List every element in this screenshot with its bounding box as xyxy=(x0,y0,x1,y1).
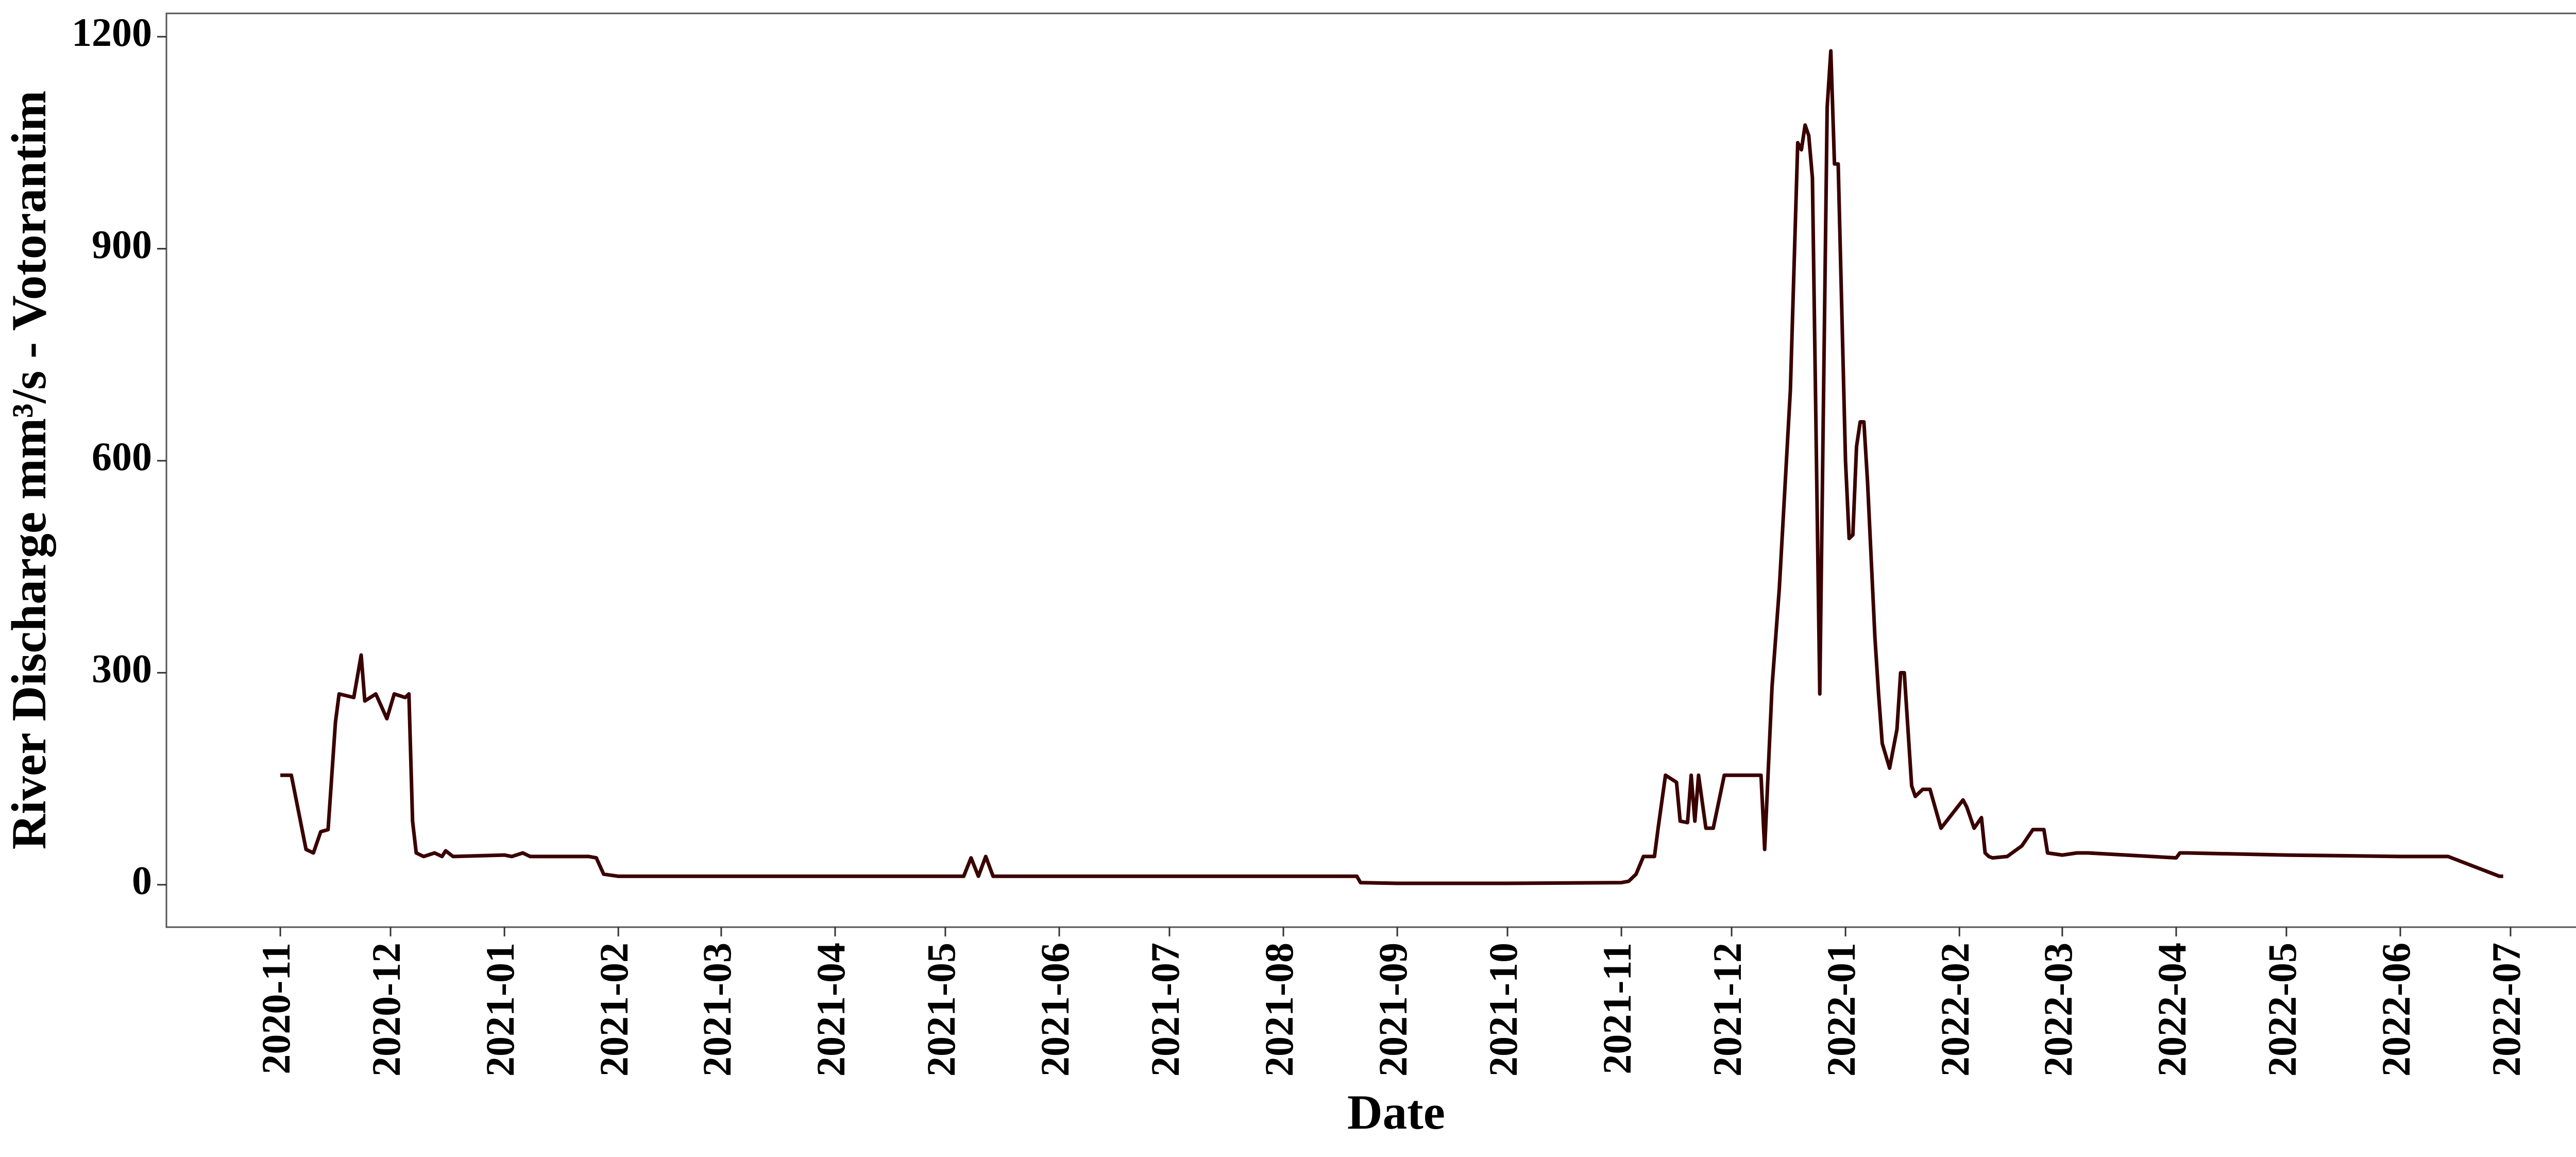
plot-frame xyxy=(165,12,2576,928)
x-tick-label: 2021-06 xyxy=(1032,943,1077,1077)
x-tick-label: 2022-06 xyxy=(2374,943,2418,1077)
x-tick-label: 2022-05 xyxy=(2260,943,2304,1077)
x-tick-label: 2021-03 xyxy=(694,943,739,1077)
x-tick-label: 2021-10 xyxy=(1481,943,1526,1077)
y-tick-label: 0 xyxy=(132,858,152,903)
x-tick-label: 2022-01 xyxy=(1819,943,1863,1077)
x-tick-label: 2021-08 xyxy=(1257,943,1301,1077)
y-axis-label: River Discharge mm³/s - Votorantim xyxy=(2,91,56,850)
x-tick-label: 2021-09 xyxy=(1370,943,1415,1077)
x-tick-label: 2021-02 xyxy=(591,943,636,1077)
x-tick-label: 2021-01 xyxy=(478,943,522,1077)
x-tick-label: 2020-12 xyxy=(364,943,409,1077)
y-tick-label: 600 xyxy=(92,434,152,479)
x-tick-label: 2021-05 xyxy=(919,943,963,1077)
x-tick-label: 2020-11 xyxy=(253,943,298,1075)
x-tick-label: 2021-11 xyxy=(1595,943,1639,1075)
x-axis-label: Date xyxy=(1347,1085,1445,1139)
x-tick-label: 2022-07 xyxy=(2484,943,2529,1077)
x-tick-label: 2021-12 xyxy=(1705,943,1750,1077)
x-tick-label: 2021-07 xyxy=(1143,943,1188,1077)
y-tick-label: 900 xyxy=(92,222,152,267)
y-tick-label: 300 xyxy=(92,646,152,691)
x-tick-label: 2022-03 xyxy=(2036,943,2080,1077)
x-tick-label: 2022-02 xyxy=(1933,943,1977,1077)
x-tick-label: 2021-04 xyxy=(808,943,853,1077)
y-tick-label: 1200 xyxy=(72,10,152,55)
x-tick-label: 2022-04 xyxy=(2149,943,2194,1077)
data-line xyxy=(280,49,2503,885)
